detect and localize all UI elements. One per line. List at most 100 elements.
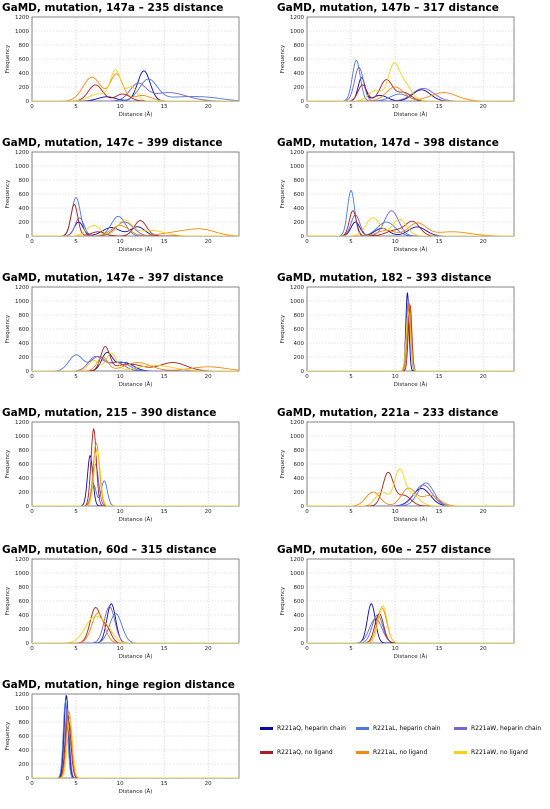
y-tick-label: 600 <box>19 57 30 63</box>
chart-title: GaMD, mutation, 147d – 398 distance <box>277 137 499 149</box>
series-line <box>32 354 239 371</box>
y-tick-label: 1200 <box>15 150 29 156</box>
x-tick-label: 10 <box>117 509 124 515</box>
y-tick-label: 200 <box>19 85 30 91</box>
y-tick-label: 400 <box>19 341 30 347</box>
series-line <box>307 468 514 506</box>
x-tick-label: 20 <box>205 104 212 110</box>
legend-item: R221aW, heparin chain <box>454 725 541 732</box>
x-tick-label: 15 <box>436 374 443 380</box>
x-tick-label: 5 <box>349 104 353 110</box>
series-line <box>32 204 239 236</box>
series-line <box>307 62 514 101</box>
chart-title: GaMD, mutation, 147b – 317 distance <box>277 2 499 14</box>
legend-label: R221aQ, no ligand <box>277 749 333 756</box>
x-tick-label: 20 <box>480 374 487 380</box>
legend-swatch <box>356 727 369 730</box>
y-tick-label: 800 <box>294 313 305 319</box>
legend-item: R221aW, no ligand <box>454 749 528 756</box>
legend-swatch <box>454 727 467 730</box>
x-tick-label: 15 <box>161 509 168 515</box>
series-line <box>32 352 239 371</box>
y-tick-label: 0 <box>26 99 30 105</box>
x-tick-label: 10 <box>392 509 399 515</box>
x-axis-label: Distance (Å) <box>119 788 153 795</box>
x-tick-label: 10 <box>392 374 399 380</box>
chart-plot: 0 200 400 600 800 1000 1200 0 5 10 15 20 Distance (Å… <box>280 557 515 660</box>
y-tick-label: 1000 <box>15 434 29 440</box>
x-axis-label: Distance (Å) <box>119 381 153 388</box>
y-tick-label: 0 <box>26 234 30 240</box>
y-axis-label: Frequency <box>5 586 11 615</box>
chart-title: GaMD, mutation, 60d – 315 distance <box>2 544 217 556</box>
y-tick-label: 800 <box>19 43 30 49</box>
chart-panel: GaMD, mutation, 147d – 398 distance 0 200 4… <box>275 137 545 267</box>
y-tick-label: 200 <box>19 490 30 496</box>
y-tick-label: 0 <box>301 641 305 647</box>
x-tick-label: 10 <box>392 104 399 110</box>
series-line <box>32 69 239 101</box>
y-tick-label: 200 <box>19 220 30 226</box>
y-tick-label: 400 <box>294 206 305 212</box>
y-tick-label: 600 <box>294 192 305 198</box>
y-tick-label: 800 <box>19 720 30 726</box>
x-tick-label: 0 <box>30 374 34 380</box>
legend-label: R221aW, heparin chain <box>471 725 542 732</box>
x-tick-label: 10 <box>392 239 399 245</box>
legend-swatch <box>260 727 273 730</box>
legend-swatch <box>454 751 467 754</box>
y-tick-label: 600 <box>19 734 30 740</box>
plot-frame <box>306 286 515 372</box>
chart-plot: 0 200 400 600 800 1000 1200 0 5 10 15 20 Distance (Å… <box>280 420 515 523</box>
y-tick-label: 200 <box>19 762 30 768</box>
plot-frame <box>31 151 240 237</box>
series-line <box>307 222 514 236</box>
y-tick-label: 1200 <box>15 420 29 426</box>
chart-plot: 0 200 400 600 800 1000 1200 0 5 10 15 20 Distance (Å… <box>280 150 515 253</box>
y-tick-label: 1200 <box>290 15 304 21</box>
y-tick-label: 0 <box>26 641 30 647</box>
y-tick-label: 1000 <box>290 434 304 440</box>
x-tick-label: 5 <box>349 646 353 652</box>
chart-plot: 0 200 400 600 800 1000 1200 0 5 10 15 20 Distance (Å… <box>5 285 240 388</box>
chart-panel: GaMD, mutation, 147a – 235 distance 0 200 4… <box>0 2 270 132</box>
y-tick-label: 0 <box>26 504 30 510</box>
series-line <box>32 356 239 371</box>
chart-panel: GaMD, mutation, 215 – 390 distance 0 200 40… <box>0 407 270 537</box>
chart-plot: 0 200 400 600 800 1000 1200 0 5 10 15 20 Distance (Å… <box>280 15 515 118</box>
chart-title: GaMD, mutation, 215 – 390 distance <box>2 407 217 419</box>
x-axis-label: Distance (Å) <box>119 111 153 118</box>
x-tick-label: 15 <box>161 781 168 787</box>
series-line <box>32 711 239 778</box>
y-tick-label: 400 <box>294 613 305 619</box>
y-tick-label: 1200 <box>15 285 29 291</box>
legend-item: R221aL, heparin chain <box>356 725 441 732</box>
chart-plot: 0 200 400 600 800 1000 1200 0 5 10 15 20 Distance (Å… <box>280 285 515 388</box>
y-tick-label: 400 <box>19 613 30 619</box>
plot-frame <box>306 421 515 507</box>
y-tick-label: 1000 <box>15 164 29 170</box>
y-axis-label: Frequency <box>280 179 286 208</box>
x-axis-label: Distance (Å) <box>394 516 428 523</box>
y-tick-label: 600 <box>19 192 30 198</box>
series-line <box>307 292 514 371</box>
x-tick-label: 20 <box>205 239 212 245</box>
y-tick-label: 1200 <box>290 150 304 156</box>
y-tick-label: 1000 <box>290 299 304 305</box>
series-line <box>32 694 239 778</box>
y-tick-label: 200 <box>19 355 30 361</box>
x-tick-label: 0 <box>30 239 34 245</box>
x-tick-label: 15 <box>161 646 168 652</box>
y-tick-label: 800 <box>294 178 305 184</box>
y-tick-label: 400 <box>19 71 30 77</box>
x-tick-label: 0 <box>305 374 309 380</box>
x-axis-label: Distance (Å) <box>394 111 428 118</box>
y-tick-label: 600 <box>19 462 30 468</box>
series-line <box>307 79 514 101</box>
legend-swatch <box>260 751 273 754</box>
chart-panel: GaMD, mutation, 182 – 393 distance 0 200 40… <box>275 272 545 402</box>
x-tick-label: 5 <box>74 104 78 110</box>
chart-plot: 0 200 400 600 800 1000 1200 0 5 10 15 20 Distance (Å… <box>5 557 240 660</box>
x-axis-label: Distance (Å) <box>119 653 153 660</box>
y-tick-label: 800 <box>19 313 30 319</box>
